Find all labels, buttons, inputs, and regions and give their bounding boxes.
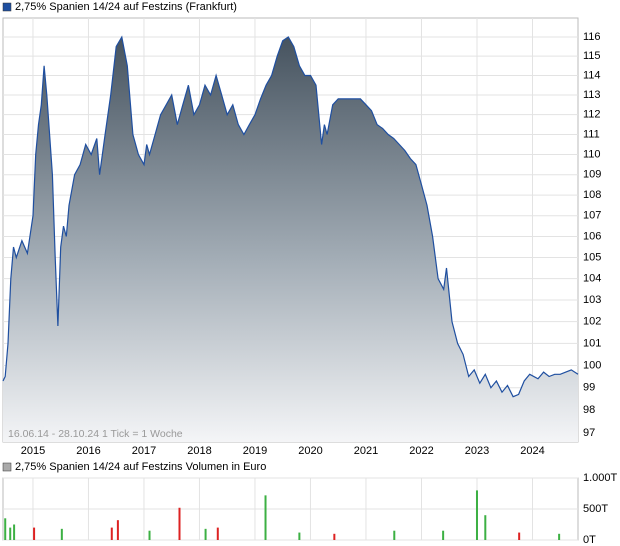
y-tick-label: 107 xyxy=(583,210,601,222)
x-tick-label: 2022 xyxy=(409,445,433,457)
bar xyxy=(204,528,207,540)
y-tick-label: 114 xyxy=(583,69,601,81)
y-tick-label: 113 xyxy=(583,89,601,101)
x-tick-label: 2016 xyxy=(76,445,100,457)
bar xyxy=(475,490,478,540)
y-tick-label: 111 xyxy=(583,128,600,140)
y-tick-label: 102 xyxy=(583,316,601,328)
bar xyxy=(558,533,561,540)
line xyxy=(2,35,579,398)
bar xyxy=(4,518,7,540)
legend-swatch xyxy=(2,2,12,12)
bar xyxy=(116,520,119,540)
bar xyxy=(178,507,181,540)
y-tick-label: 104 xyxy=(583,273,601,285)
bar xyxy=(518,532,521,540)
bar xyxy=(298,532,301,540)
x-tick-label: 2024 xyxy=(520,445,544,457)
y-tick-label: 1.000T xyxy=(583,472,618,484)
y-tick-label: 108 xyxy=(583,189,601,201)
y-tick-label: 500T xyxy=(583,503,608,515)
bar xyxy=(60,528,63,540)
y-tick-label: 109 xyxy=(583,169,601,181)
y-tick-label: 105 xyxy=(583,251,601,263)
y-tick-label: 115 xyxy=(583,50,601,62)
area xyxy=(3,37,578,442)
bar xyxy=(33,527,36,540)
bar xyxy=(333,533,336,540)
x-tick-label: 2020 xyxy=(298,445,322,457)
x-tick-label: 2023 xyxy=(465,445,489,457)
y-tick-label: 99 xyxy=(583,382,595,394)
x-tick-label: 2019 xyxy=(243,445,267,457)
bar xyxy=(9,527,12,540)
bar xyxy=(393,530,396,540)
y-tick-label: 98 xyxy=(583,404,595,416)
bar xyxy=(442,530,445,540)
bar xyxy=(148,530,151,540)
bar xyxy=(110,527,113,540)
x-tick-label: 2017 xyxy=(132,445,156,457)
x-tick-label: 2015 xyxy=(21,445,45,457)
y-tick-label: 0T xyxy=(583,534,596,546)
bar xyxy=(216,527,219,540)
y-tick-label: 116 xyxy=(583,31,601,43)
note: 16.06.14 - 28.10.24 1 Tick = 1 Woche xyxy=(8,428,183,440)
bar xyxy=(13,524,16,540)
y-tick-label: 106 xyxy=(583,230,601,242)
y-tick-label: 110 xyxy=(583,148,601,160)
bar xyxy=(484,515,487,540)
y-tick-label: 97 xyxy=(583,427,595,439)
bar xyxy=(264,495,267,540)
legend-label: 2,75% Spanien 14/24 auf Festzins (Frankf… xyxy=(15,1,237,13)
y-tick-label: 100 xyxy=(583,359,601,371)
y-tick-label: 101 xyxy=(583,337,601,349)
x-tick-label: 2018 xyxy=(187,445,211,457)
legend-label: 2,75% Spanien 14/24 auf Festzins Volumen… xyxy=(15,461,266,473)
y-tick-label: 112 xyxy=(583,109,601,121)
legend-swatch xyxy=(2,462,12,472)
y-tick-label: 103 xyxy=(583,294,601,306)
x-tick-label: 2021 xyxy=(354,445,378,457)
